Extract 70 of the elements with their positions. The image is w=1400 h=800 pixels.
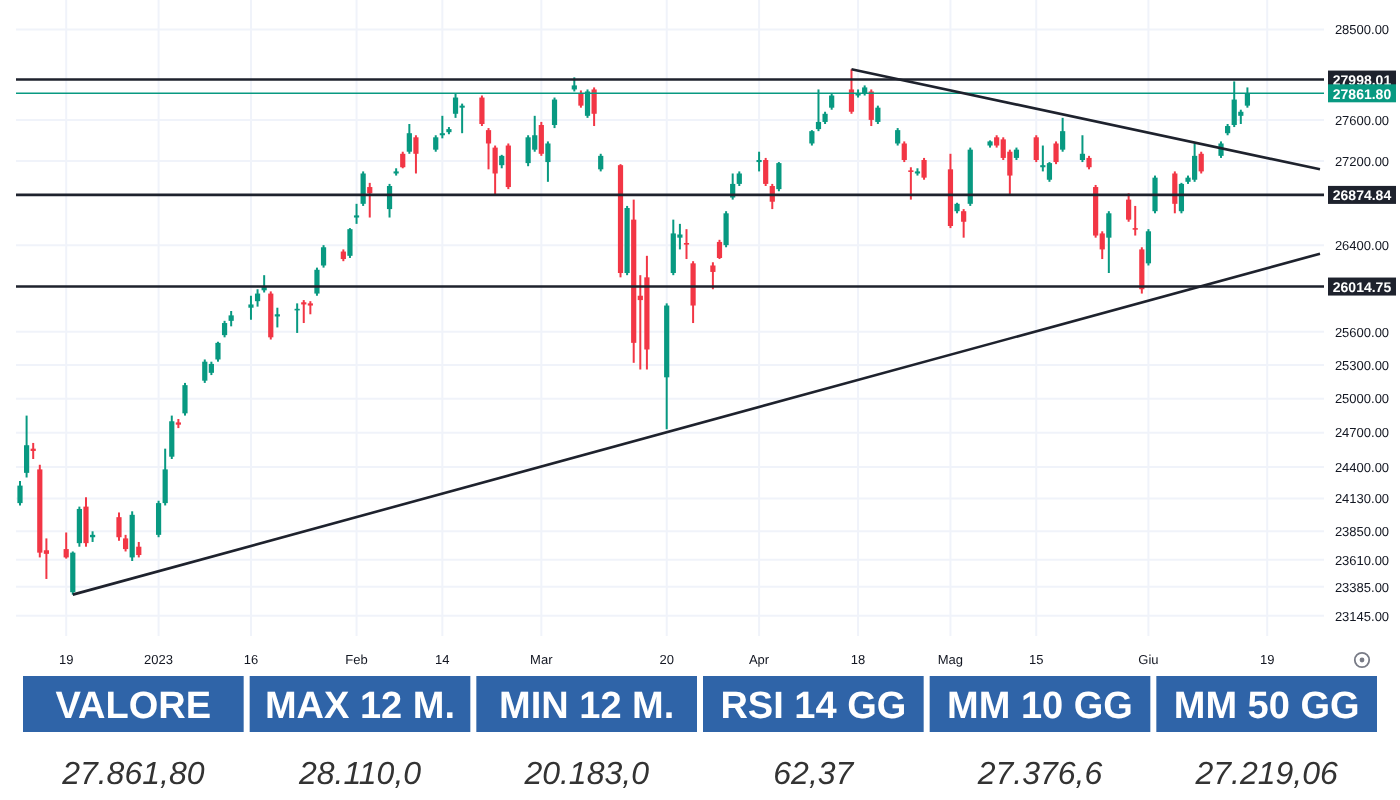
text: 27.376,6: [977, 758, 1103, 792]
candlestick: [314, 266, 320, 297]
candlestick: [551, 96, 558, 130]
candlestick: [353, 202, 360, 225]
text: 62,37: [773, 758, 854, 792]
candlestick: [1198, 150, 1204, 175]
candlestick: [406, 122, 412, 155]
category-label: MIN 12 M.: [499, 686, 675, 728]
candlestick: [215, 340, 221, 363]
candlestick: [347, 227, 353, 259]
candlestick: [413, 134, 419, 175]
candlestick: [1033, 134, 1039, 164]
candlestick: [591, 86, 597, 128]
candlestick: [875, 104, 881, 125]
candlestick: [17, 479, 23, 507]
candlestick: [1060, 116, 1066, 153]
candlestick: [670, 218, 676, 277]
candlestick: [301, 299, 307, 325]
candlestick: [723, 210, 729, 249]
candlestick: [274, 306, 280, 329]
candlestick: [1106, 210, 1112, 275]
candlestick: [248, 294, 254, 321]
candlestick: [459, 102, 465, 135]
candlestick: [1152, 174, 1158, 215]
candlestick: [360, 170, 366, 207]
candlestick: [479, 94, 485, 128]
candlestick: [1172, 170, 1178, 215]
candlestick: [848, 68, 855, 115]
text: 27.219,06: [1195, 758, 1338, 792]
candlestick: [908, 166, 914, 201]
candlestick: [901, 140, 907, 164]
category-label: MM 10 GG: [947, 686, 1133, 728]
candlestick: [1053, 140, 1059, 166]
candlestick: [921, 156, 927, 181]
candlestick: [63, 531, 69, 560]
candlestick: [538, 120, 544, 157]
text: 27.861,80: [62, 758, 205, 792]
candlestick: [545, 140, 551, 183]
text: 28.110,0: [298, 758, 422, 792]
category-label: VALORE: [55, 686, 212, 728]
candlestick: [202, 358, 208, 384]
candlestick: [485, 127, 492, 171]
candlestick: [1040, 144, 1046, 173]
candlestick: [710, 261, 716, 291]
candlestick: [129, 510, 135, 562]
candlestick: [868, 88, 874, 128]
candlestick: [716, 238, 723, 261]
category-label: MAX 12 M.: [264, 686, 456, 728]
candlestick: [83, 496, 89, 548]
candlestick: [763, 156, 769, 187]
candlestick: [1132, 204, 1138, 237]
candlestick: [1192, 142, 1198, 183]
candlestick: [70, 550, 76, 596]
candlestick: [961, 208, 967, 239]
candlestick: [1079, 134, 1086, 164]
candlestick: [76, 505, 82, 548]
candlestick: [776, 161, 782, 193]
candlestick: [182, 381, 188, 417]
candlestick: [756, 150, 762, 173]
candlestick: [505, 142, 511, 191]
candlestick: [1145, 228, 1152, 267]
candlestick: [320, 244, 327, 269]
category-label: RSI 14 GG: [720, 686, 907, 728]
category-label: MM 50 GG: [1173, 686, 1360, 728]
candlestick: [367, 181, 373, 219]
candlestick: [683, 228, 690, 261]
candlestick: [690, 260, 696, 325]
text: 20.183,0: [524, 758, 649, 792]
candlestick: [24, 414, 30, 479]
candlestick: [268, 290, 274, 341]
